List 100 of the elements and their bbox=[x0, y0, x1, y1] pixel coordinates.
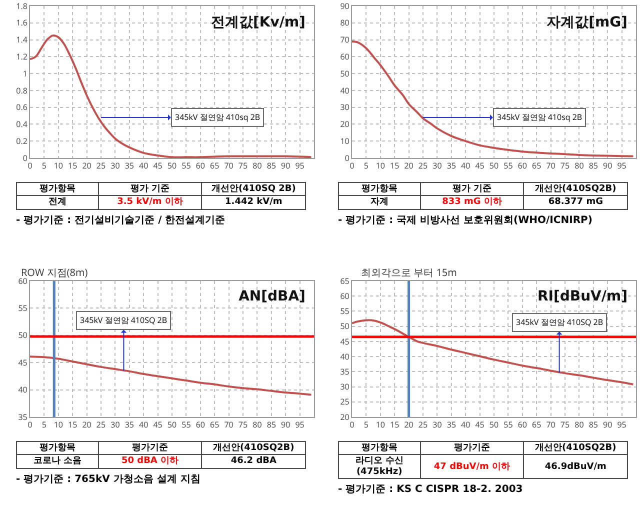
text: 46.2 dBA bbox=[202, 454, 306, 468]
x-tick-label: 30 bbox=[110, 160, 120, 172]
ref-line-label: 최외각으로 부터 15m bbox=[361, 265, 457, 279]
text: 68.377 mG bbox=[524, 196, 628, 210]
text: 평가기준 bbox=[420, 442, 524, 455]
y-tick-label: 1.8 bbox=[16, 0, 28, 12]
x-tick-label: 40 bbox=[139, 420, 149, 431]
x-tick-label: 20 bbox=[404, 160, 414, 172]
x-tick-label: 55 bbox=[182, 160, 192, 172]
x-tick-label: 75 bbox=[560, 160, 570, 172]
y-tick-label: 80 bbox=[340, 18, 350, 29]
y-tick-label: 20 bbox=[340, 119, 350, 130]
y-tick-label: 20 bbox=[340, 412, 350, 423]
y-tick-label: 35 bbox=[340, 366, 350, 378]
text: 개선안(410SQ2B) bbox=[524, 182, 628, 196]
text: 자계값[mG] bbox=[546, 14, 628, 30]
annotation: 345kV 절연암 410SQ 2B bbox=[80, 315, 168, 326]
text: 코로나 소음 bbox=[16, 454, 98, 468]
x-tick-label: 60 bbox=[196, 160, 206, 172]
x-tick-label: 70 bbox=[224, 420, 234, 431]
x-tick-label: 45 bbox=[475, 160, 485, 172]
x-tick-label: 30 bbox=[432, 160, 442, 172]
y-tick-label: 0.4 bbox=[16, 119, 28, 130]
x-tick-label: 65 bbox=[532, 160, 542, 172]
x-tick-label: 90 bbox=[603, 160, 613, 172]
x-tick-label: 65 bbox=[532, 420, 542, 431]
x-tick-label: 5 bbox=[42, 420, 47, 431]
y-tick-label: 40 bbox=[340, 85, 350, 96]
x-tick-label: 15 bbox=[68, 420, 78, 431]
annotation: 345kV 절연암 410SQ 2B bbox=[516, 317, 604, 328]
x-tick-label: 35 bbox=[124, 420, 134, 431]
x-tick-label: 80 bbox=[574, 420, 584, 431]
x-tick-label: 35 bbox=[124, 160, 134, 172]
x-tick-label: 25 bbox=[418, 160, 428, 172]
y-tick-label: 0.8 bbox=[16, 85, 28, 96]
y-tick-label: 35 bbox=[18, 412, 28, 423]
text: - 평가기준 : 765kV 가청소음 설계 지침 bbox=[16, 472, 202, 486]
x-tick-label: 20 bbox=[82, 420, 92, 431]
x-tick-label: 50 bbox=[167, 420, 177, 431]
text: 라디오 수신 (475kHz) bbox=[338, 454, 420, 479]
x-tick-label: 85 bbox=[588, 420, 598, 431]
x-tick-label: 70 bbox=[546, 420, 556, 431]
y-tick-label: 50 bbox=[18, 330, 28, 342]
text: 평가 기준 bbox=[420, 182, 524, 196]
x-tick-label: 45 bbox=[153, 420, 163, 431]
text: 평가항목 bbox=[338, 182, 420, 196]
x-tick-label: 55 bbox=[182, 420, 192, 431]
x-tick-label: 55 bbox=[504, 160, 514, 172]
x-tick-label: 95 bbox=[617, 420, 627, 431]
x-tick-label: 85 bbox=[588, 160, 598, 172]
x-tick-label: 45 bbox=[475, 420, 485, 431]
y-tick-label: 90 bbox=[340, 0, 350, 12]
x-tick-label: 10 bbox=[376, 160, 386, 172]
y-tick-label: 0 bbox=[22, 152, 28, 164]
x-tick-label: 45 bbox=[153, 160, 163, 172]
x-tick-label: 35 bbox=[446, 160, 456, 172]
x-tick-label: 60 bbox=[196, 420, 206, 431]
annotation: 345kV 절연암 410sq 2B bbox=[175, 112, 260, 123]
y-tick-label: 45 bbox=[18, 357, 28, 368]
x-tick-label: 90 bbox=[603, 420, 613, 431]
x-tick-label: 90 bbox=[281, 160, 291, 172]
x-tick-label: 30 bbox=[110, 420, 120, 431]
y-tick-label: 55 bbox=[340, 306, 350, 318]
text: 자계 bbox=[338, 196, 420, 210]
y-tick-label: 70 bbox=[340, 34, 350, 46]
x-tick-label: 40 bbox=[139, 160, 149, 172]
x-tick-label: 10 bbox=[54, 420, 64, 431]
x-tick-label: 85 bbox=[266, 160, 276, 172]
y-tick-label: 1 bbox=[22, 68, 28, 80]
y-tick-label: 50 bbox=[340, 68, 350, 80]
text: 평가기준 bbox=[98, 442, 202, 455]
y-tick-label: 25 bbox=[340, 396, 350, 408]
text: 평가항목 bbox=[16, 182, 98, 196]
text: 46.9dBuV/m bbox=[524, 454, 628, 479]
text: 전계값[Kv/m] bbox=[210, 14, 306, 30]
y-tick-label: 10 bbox=[340, 136, 350, 147]
x-tick-label: 85 bbox=[266, 420, 276, 431]
x-tick-label: 75 bbox=[560, 420, 570, 431]
x-tick-label: 90 bbox=[281, 420, 291, 431]
text: 50 dBA 이하 bbox=[98, 454, 202, 468]
y-tick-label: 45 bbox=[340, 336, 350, 348]
text: 개선안(410SQ2B) bbox=[524, 442, 628, 455]
text: 47 dBuV/m 이하 bbox=[420, 454, 524, 479]
y-tick-label: 65 bbox=[340, 276, 350, 287]
x-tick-label: 35 bbox=[446, 420, 456, 431]
x-tick-label: 65 bbox=[210, 420, 220, 431]
text: 평가 기준 bbox=[98, 182, 202, 196]
text: 1.442 kV/m bbox=[202, 196, 306, 210]
x-tick-label: 50 bbox=[489, 420, 499, 431]
x-tick-label: 15 bbox=[68, 160, 78, 172]
x-tick-label: 95 bbox=[295, 420, 305, 431]
x-tick-label: 5 bbox=[42, 160, 47, 172]
text: 개선안(410SQ 2B) bbox=[202, 182, 306, 196]
text: 3.5 kV/m 이하 bbox=[98, 196, 202, 210]
x-tick-label: 95 bbox=[617, 160, 627, 172]
x-tick-label: 20 bbox=[404, 420, 414, 431]
x-tick-label: 30 bbox=[432, 420, 442, 431]
text: 전계 bbox=[16, 196, 98, 210]
text: RI[dBuV/m] bbox=[537, 288, 628, 304]
x-tick-label: 80 bbox=[574, 160, 584, 172]
